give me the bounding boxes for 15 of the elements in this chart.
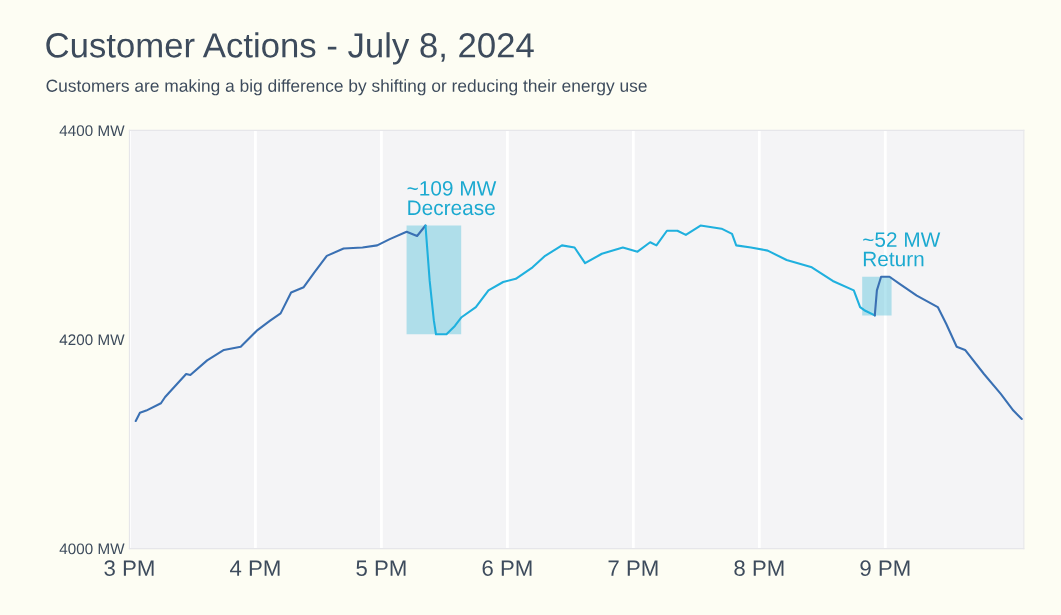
chart-title: Customer Actions - July 8, 2024 [46, 32, 534, 65]
x-tick-label: 5 PM [356, 560, 406, 577]
x-tick-label: 8 PM [734, 560, 784, 577]
y-tick-label: 4000 MW [59, 543, 125, 555]
y-tick-label: 4400 MW [59, 125, 125, 137]
line-series [134, 224, 427, 423]
x-tick-label: 3 PM [104, 560, 154, 577]
band-label: ~109 MW Decrease [407, 180, 497, 216]
x-tick-label: 4 PM [230, 560, 280, 576]
y-tick-label: 4200 MW [59, 334, 125, 346]
x-tick-label: 9 PM [860, 560, 910, 577]
x-tick-label: 6 PM [482, 560, 532, 577]
chart-subtitle: Customers are making a big difference by shifting or reducing their energy use [46, 79, 647, 96]
band-label: ~52 MW Return [863, 232, 941, 267]
x-tick-label: 7 PM [608, 560, 658, 576]
